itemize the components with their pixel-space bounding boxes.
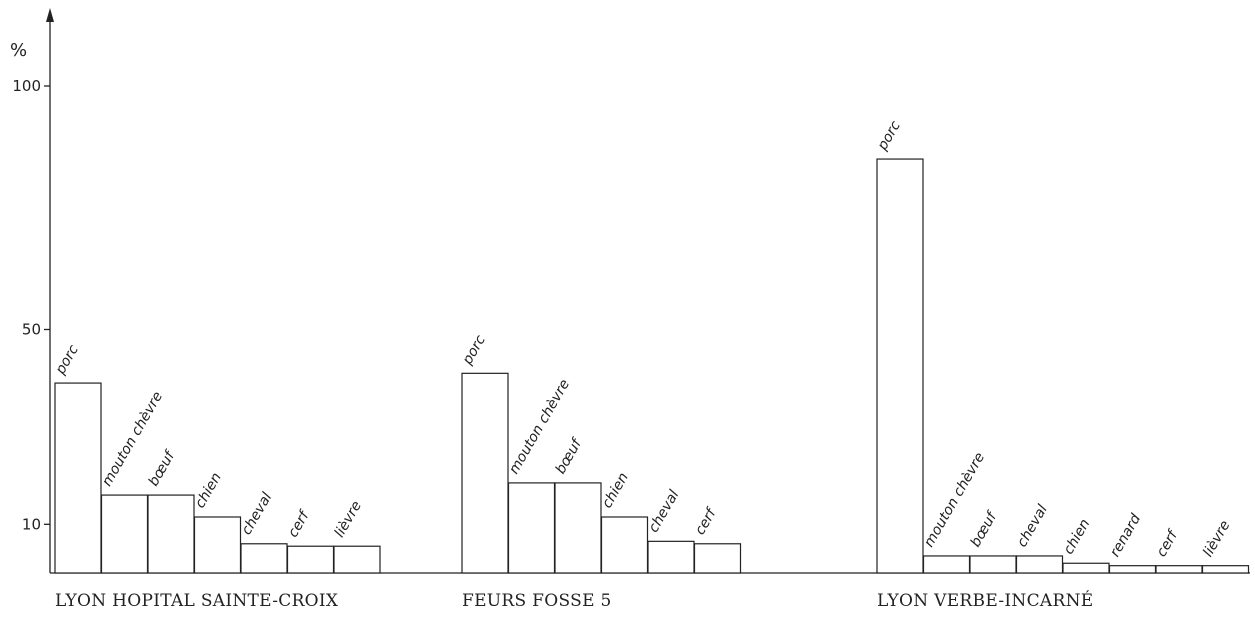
y-axis-unit-label: % [10, 40, 27, 61]
bar-label: porc [874, 118, 904, 154]
bar-3-2 [922, 555, 971, 574]
bar-3-6 [1108, 565, 1157, 574]
bar-label: cerf [692, 505, 720, 538]
bar-label: lièvre [332, 498, 365, 540]
bar-1-2 [100, 494, 149, 574]
bar-3-5 [1062, 562, 1110, 574]
bar-1-6 [286, 545, 335, 574]
group-label: FEURS FOSSE 5 [462, 591, 612, 611]
bar-label: cerf [285, 507, 313, 540]
group-labels: LYON HOPITAL SAINTE-CROIX FEURS FOSSE 5 LY… [55, 590, 1093, 611]
bar-label: porc [459, 332, 489, 368]
bar-1-7 [333, 545, 381, 574]
bar-label: bœuf [146, 447, 179, 489]
bar-2-4 [600, 516, 649, 574]
y-tick-label: 10 [22, 515, 41, 533]
y-ticks: 10 50 100 [12, 77, 50, 533]
y-axis-arrow [46, 8, 54, 22]
bar-3-1 [876, 158, 924, 574]
bar-2-2 [507, 482, 556, 574]
bar-3-3 [969, 555, 1017, 574]
bar-label: cerf [1154, 527, 1182, 560]
bar-1-5 [240, 543, 288, 574]
bar-3-7 [1155, 565, 1203, 574]
bar-1-4 [193, 516, 242, 574]
group-label: LYON VERBE-INCARNÉ [877, 590, 1093, 611]
bar-label: cheval [1014, 502, 1051, 550]
bar-2-6 [693, 543, 742, 574]
bars [54, 158, 1250, 574]
bar-label: chien [1061, 516, 1094, 557]
bar-label: lièvre [1200, 518, 1233, 560]
bar-3-8 [1201, 565, 1250, 574]
bar-1-1 [54, 382, 102, 574]
bar-2-5 [647, 540, 695, 574]
group-label: LYON HOPITAL SAINTE-CROIX [55, 591, 339, 611]
bar-label: chien [192, 470, 225, 511]
bar-3-4 [1015, 555, 1064, 574]
bar-label: renard [1107, 511, 1144, 559]
bar-1-3 [147, 494, 195, 574]
bar-2-3 [554, 482, 602, 574]
bar-label: cheval [646, 487, 683, 535]
bar-label: bœuf [968, 508, 1001, 550]
bar-label: chien [599, 470, 632, 511]
bar-label: cheval [239, 490, 276, 538]
bar-2-1 [461, 372, 509, 574]
bar-label: porc [52, 342, 82, 378]
y-tick-label: 50 [22, 321, 41, 339]
axes: % [10, 8, 1250, 574]
bar-label: bœuf [553, 435, 586, 477]
y-tick-label: 100 [12, 77, 41, 95]
